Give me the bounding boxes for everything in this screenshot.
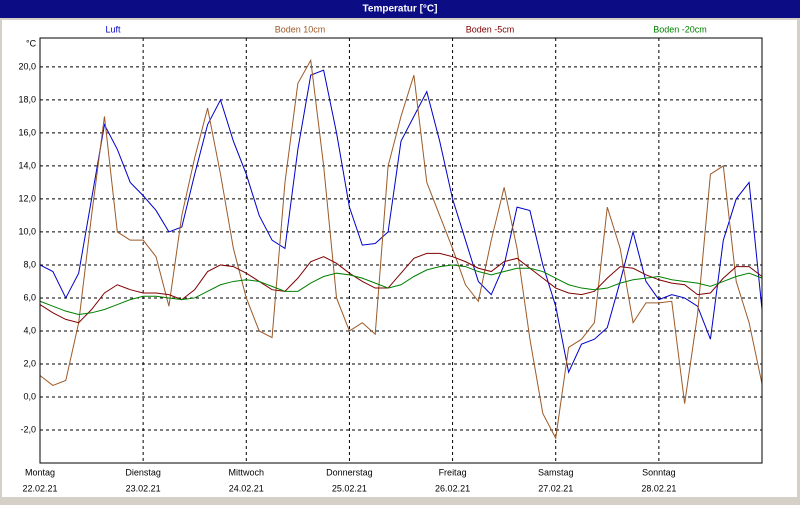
chart-background xyxy=(2,20,797,497)
y-unit: °C xyxy=(26,38,37,48)
lines xyxy=(39,58,763,440)
x-tick-label: Freitag xyxy=(439,467,467,477)
y-tick-label: 6,0 xyxy=(23,292,36,302)
x-tick-date: 26.02.21 xyxy=(435,483,470,493)
y-tick-label: 20,0 xyxy=(18,61,36,71)
legend-entry: Luft xyxy=(105,24,121,34)
data-line xyxy=(39,264,763,315)
legend-entry: Boden -5cm xyxy=(466,24,515,34)
x-tick-date: 23.02.21 xyxy=(126,483,161,493)
x-tick-date: 22.02.21 xyxy=(22,483,57,493)
data-line xyxy=(39,58,763,440)
x-tick-date: 27.02.21 xyxy=(538,483,573,493)
x-tick-label: Samstag xyxy=(538,467,574,477)
legend-entry: Boden 10cm xyxy=(275,24,326,34)
x-tick-label: Dienstag xyxy=(125,467,161,477)
x-tick-date: 28.02.21 xyxy=(641,483,676,493)
y-tick-label: -2,0 xyxy=(20,424,36,434)
x-tick-label: Donnerstag xyxy=(326,467,373,477)
x-tick-date: 25.02.21 xyxy=(332,483,367,493)
data-line xyxy=(39,252,763,324)
x-tick-label: Sonntag xyxy=(642,467,676,477)
y-tick-label: 0,0 xyxy=(23,391,36,401)
y-tick-label: 2,0 xyxy=(23,358,36,368)
plot-frame xyxy=(39,37,763,464)
y-tick-label: 16,0 xyxy=(18,127,36,137)
y-tick-label: 12,0 xyxy=(18,193,36,203)
x-tick-date: 24.02.21 xyxy=(229,483,264,493)
y-tick-label: 18,0 xyxy=(18,94,36,104)
data-line xyxy=(39,69,763,374)
y-tick-label: 8,0 xyxy=(23,259,36,269)
y-tick-label: 14,0 xyxy=(18,160,36,170)
y-tick-label: 4,0 xyxy=(23,325,36,335)
x-tick-label: Mittwoch xyxy=(229,467,265,477)
grid xyxy=(40,38,762,463)
y-tick-label: 10,0 xyxy=(18,226,36,236)
legend-entry: Boden -20cm xyxy=(653,24,707,34)
title-bar xyxy=(0,0,800,18)
x-tick-label: Montag xyxy=(25,467,55,477)
chart-title: Temperatur [°C] xyxy=(363,4,438,15)
